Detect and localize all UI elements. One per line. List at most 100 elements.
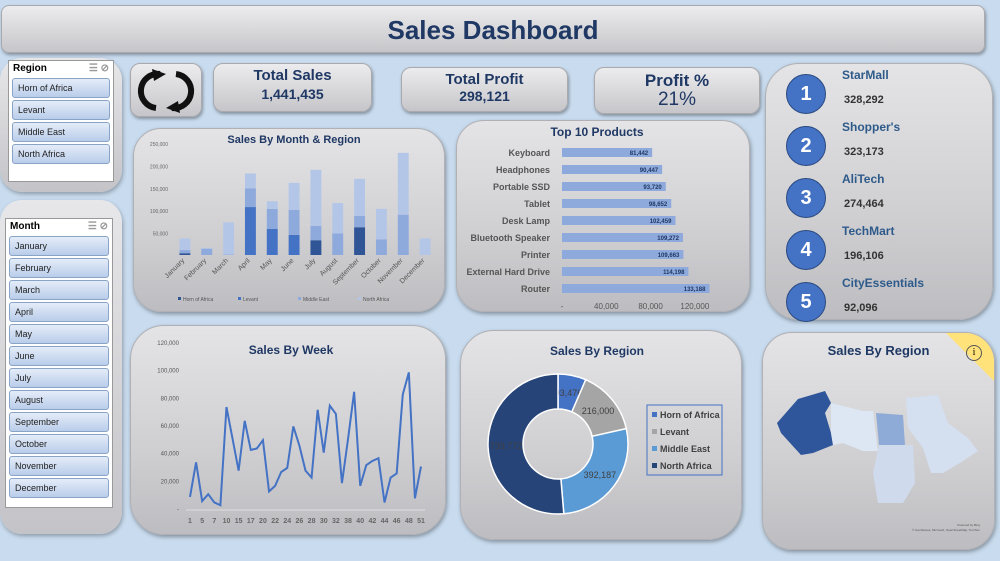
x-tick-label: 44 [381,518,389,525]
bar-north-africa [332,203,344,234]
x-tick-label: July [304,257,318,271]
store-sales: 328,292 [844,94,884,106]
x-tick-label: 26 [296,518,304,525]
chart-title: Sales By Week [249,343,334,357]
legend-swatch [178,297,181,300]
store-sales: 323,173 [844,146,884,158]
region-map-panel: Sales By Region i Powered by Bing © GeoN… [762,332,995,550]
y-tick-label: 40,000 [161,452,180,458]
bar-middle-east [310,225,322,241]
product-bar [562,165,663,174]
product-value-label: 81,442 [630,151,649,157]
map-libya [831,403,878,451]
bar-levant [266,229,278,255]
legend-label: Horn of Africa [183,297,214,303]
x-tick-label: 40 [356,518,364,525]
store-rank-item: 4 TechMart 196,106 [786,224,894,270]
region-slicer-item[interactable]: North Africa [12,144,110,164]
product-bar [562,233,683,242]
bar-north-africa [288,182,300,210]
store-rank-item: 5 CityEssentials 92,096 [786,276,924,322]
product-value-label: 98,652 [649,202,668,208]
sales-by-week-chart: Sales By Week - 20,000 40,000 60,000 80,000 10… [157,341,425,525]
month-slicer-item[interactable]: May [9,324,109,344]
sales-by-region-donut: Sales By Region 93,476 216,000 392,187 739,7… [487,344,723,515]
store-rank-item: 3 AliTech 274,464 [786,172,884,218]
legend-label: Levant [243,297,259,303]
legend-label: North Africa [660,461,713,471]
total-profit-label: Total Profit [445,71,524,88]
slice-value-label: 93,476 [555,388,583,398]
info-icon[interactable]: i [966,345,982,361]
product-bar [562,267,689,276]
product-label: Desk Lamp [502,216,551,226]
month-slicer-item[interactable]: September [9,412,109,432]
month-slicer-item[interactable]: December [9,478,109,498]
month-slicer-item[interactable]: June [9,346,109,366]
chart-title: Sales By Month & Region [227,134,361,146]
x-tick-label: 22 [271,518,279,525]
month-slicer-item[interactable]: July [9,368,109,388]
product-value-label: 102,459 [650,219,672,225]
slice-value-label: 216,000 [582,406,615,416]
bar-middle-east [201,248,213,255]
bar-middle-east [397,214,409,255]
y-tick-label: 100,000 [150,209,168,215]
month-slicer-item[interactable]: August [9,390,109,410]
x-tick-label: 28 [308,518,316,525]
month-slicer-item[interactable]: February [9,258,109,278]
donut-slice-north-africa [487,373,565,515]
bar-north-africa [419,238,431,255]
bar-horn-of-africa [310,240,322,255]
legend-label: Horn of Africa [660,410,721,420]
x-tick-label: 38 [344,518,352,525]
y-tick-label: 50,000 [153,232,169,238]
total-sales-card: Total Sales 1,441,435 [213,63,372,112]
product-value-label: 90,447 [640,168,659,174]
month-slicer-item[interactable]: October [9,434,109,454]
store-name: Shopper's [842,120,901,134]
legend-swatch [652,412,657,417]
month-slicer-item[interactable]: March [9,280,109,300]
bar-horn-of-africa [354,227,366,255]
clear-filter-icon[interactable]: ☰ ⊘ [87,221,108,232]
region-slicer-item[interactable]: Middle East [12,122,110,142]
month-slicer: Month ☰ ⊘ January February March April May Jun… [5,218,113,508]
product-label: Bluetooth Speaker [470,233,550,243]
product-value-label: 114,198 [663,270,685,276]
map-middle-east [906,395,978,473]
x-tick-label: 10 [223,518,231,525]
month-slicer-item[interactable]: April [9,302,109,322]
bar-middle-east [332,233,344,255]
legend-swatch [652,446,657,451]
map-attribution-2: © GeoNames, Microsoft, OpenStreetMap, To… [912,528,980,532]
slice-value-label: 739,772 [490,441,523,451]
y-tick-label: 20,000 [161,479,180,485]
chart-title: Sales By Region [550,344,644,358]
map-title: Sales By Region [827,343,930,358]
sales-by-month-chart: Sales By Month & Region 50,000 100,000 150,… [150,134,431,303]
map-sudan [873,445,915,503]
region-slicer-item[interactable]: Levant [12,100,110,120]
legend-swatch [298,297,301,300]
month-slicer-item[interactable]: November [9,456,109,476]
bar-north-africa [310,169,322,226]
rank-badge: 5 [786,282,826,322]
map-north-africa [777,391,833,455]
y-tick-label: 150,000 [150,187,168,193]
map-egypt [876,413,905,445]
x-tick-label: 30 [320,518,328,525]
product-bar [562,148,653,157]
y-tick-label: 60,000 [161,424,180,430]
product-value-label: 109,272 [657,236,679,242]
region-slicer-item[interactable]: Horn of Africa [12,78,110,98]
product-label: Printer [521,250,551,260]
clear-filter-icon[interactable]: ☰ ⊘ [88,63,109,74]
top-products-panel: Top 10 Products Keyboard 81,442 Headphones 9… [456,120,750,312]
refresh-button[interactable] [130,63,202,117]
profit-pct-label: Profit % [644,71,710,90]
store-name: StarMall [842,68,889,82]
product-bar [562,216,676,225]
x-tick-label: 80,000 [638,302,663,311]
month-slicer-item[interactable]: January [9,236,109,256]
